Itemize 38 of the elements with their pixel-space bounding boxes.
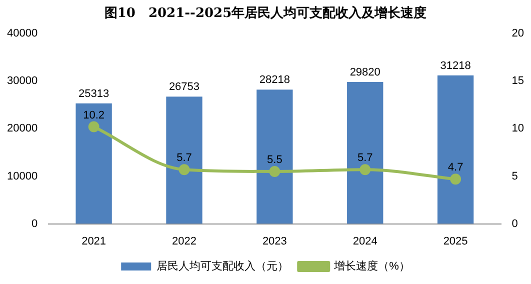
x-tick-label: 2025: [443, 235, 468, 248]
bar: [347, 82, 384, 224]
y-tick-label: 20000: [6, 122, 38, 135]
bar: [166, 96, 202, 224]
y-tick-label: 30000: [6, 75, 38, 88]
data-label: 10.2: [83, 109, 105, 122]
legend-label: 增长速度（%）: [333, 260, 410, 273]
data-label: 4.7: [448, 162, 464, 174]
bar: [256, 90, 293, 224]
point: [450, 174, 462, 185]
x-tick-label: 2021: [82, 235, 106, 248]
y2-tick-label: 0: [512, 218, 518, 230]
y-tick-label: 10000: [6, 170, 38, 182]
y2-tick-label: 5: [512, 170, 518, 182]
data-label: 29820: [350, 66, 380, 79]
x-tick-label: 2023: [262, 235, 287, 248]
data-label: 5.7: [357, 152, 373, 164]
data-label: 28218: [259, 74, 290, 86]
data-label: 26753: [168, 81, 200, 94]
data-label: 25313: [78, 88, 110, 100]
y2-tick-label: 10: [512, 122, 524, 135]
y-tick-label: 40000: [6, 28, 38, 40]
bar: [76, 103, 112, 224]
x-tick-label: 2022: [172, 235, 196, 248]
point: [269, 166, 280, 177]
point: [360, 164, 371, 176]
chart-title: 图10 2021--2025年居民人均可支配收入及增长速度: [104, 5, 427, 22]
x-tick-label: 2024: [352, 235, 378, 248]
y2-tick-label: 15: [512, 75, 524, 88]
point: [178, 164, 190, 176]
data-label: 5.7: [176, 152, 192, 164]
point: [88, 121, 100, 132]
bar: [437, 75, 474, 224]
legend-label: 居民人均可支配收入（元）: [156, 260, 289, 273]
y2-tick-label: 20: [512, 28, 524, 40]
data-label: 5.5: [267, 154, 282, 166]
y-tick-label: 0: [31, 218, 38, 230]
data-label: 31218: [440, 60, 471, 72]
